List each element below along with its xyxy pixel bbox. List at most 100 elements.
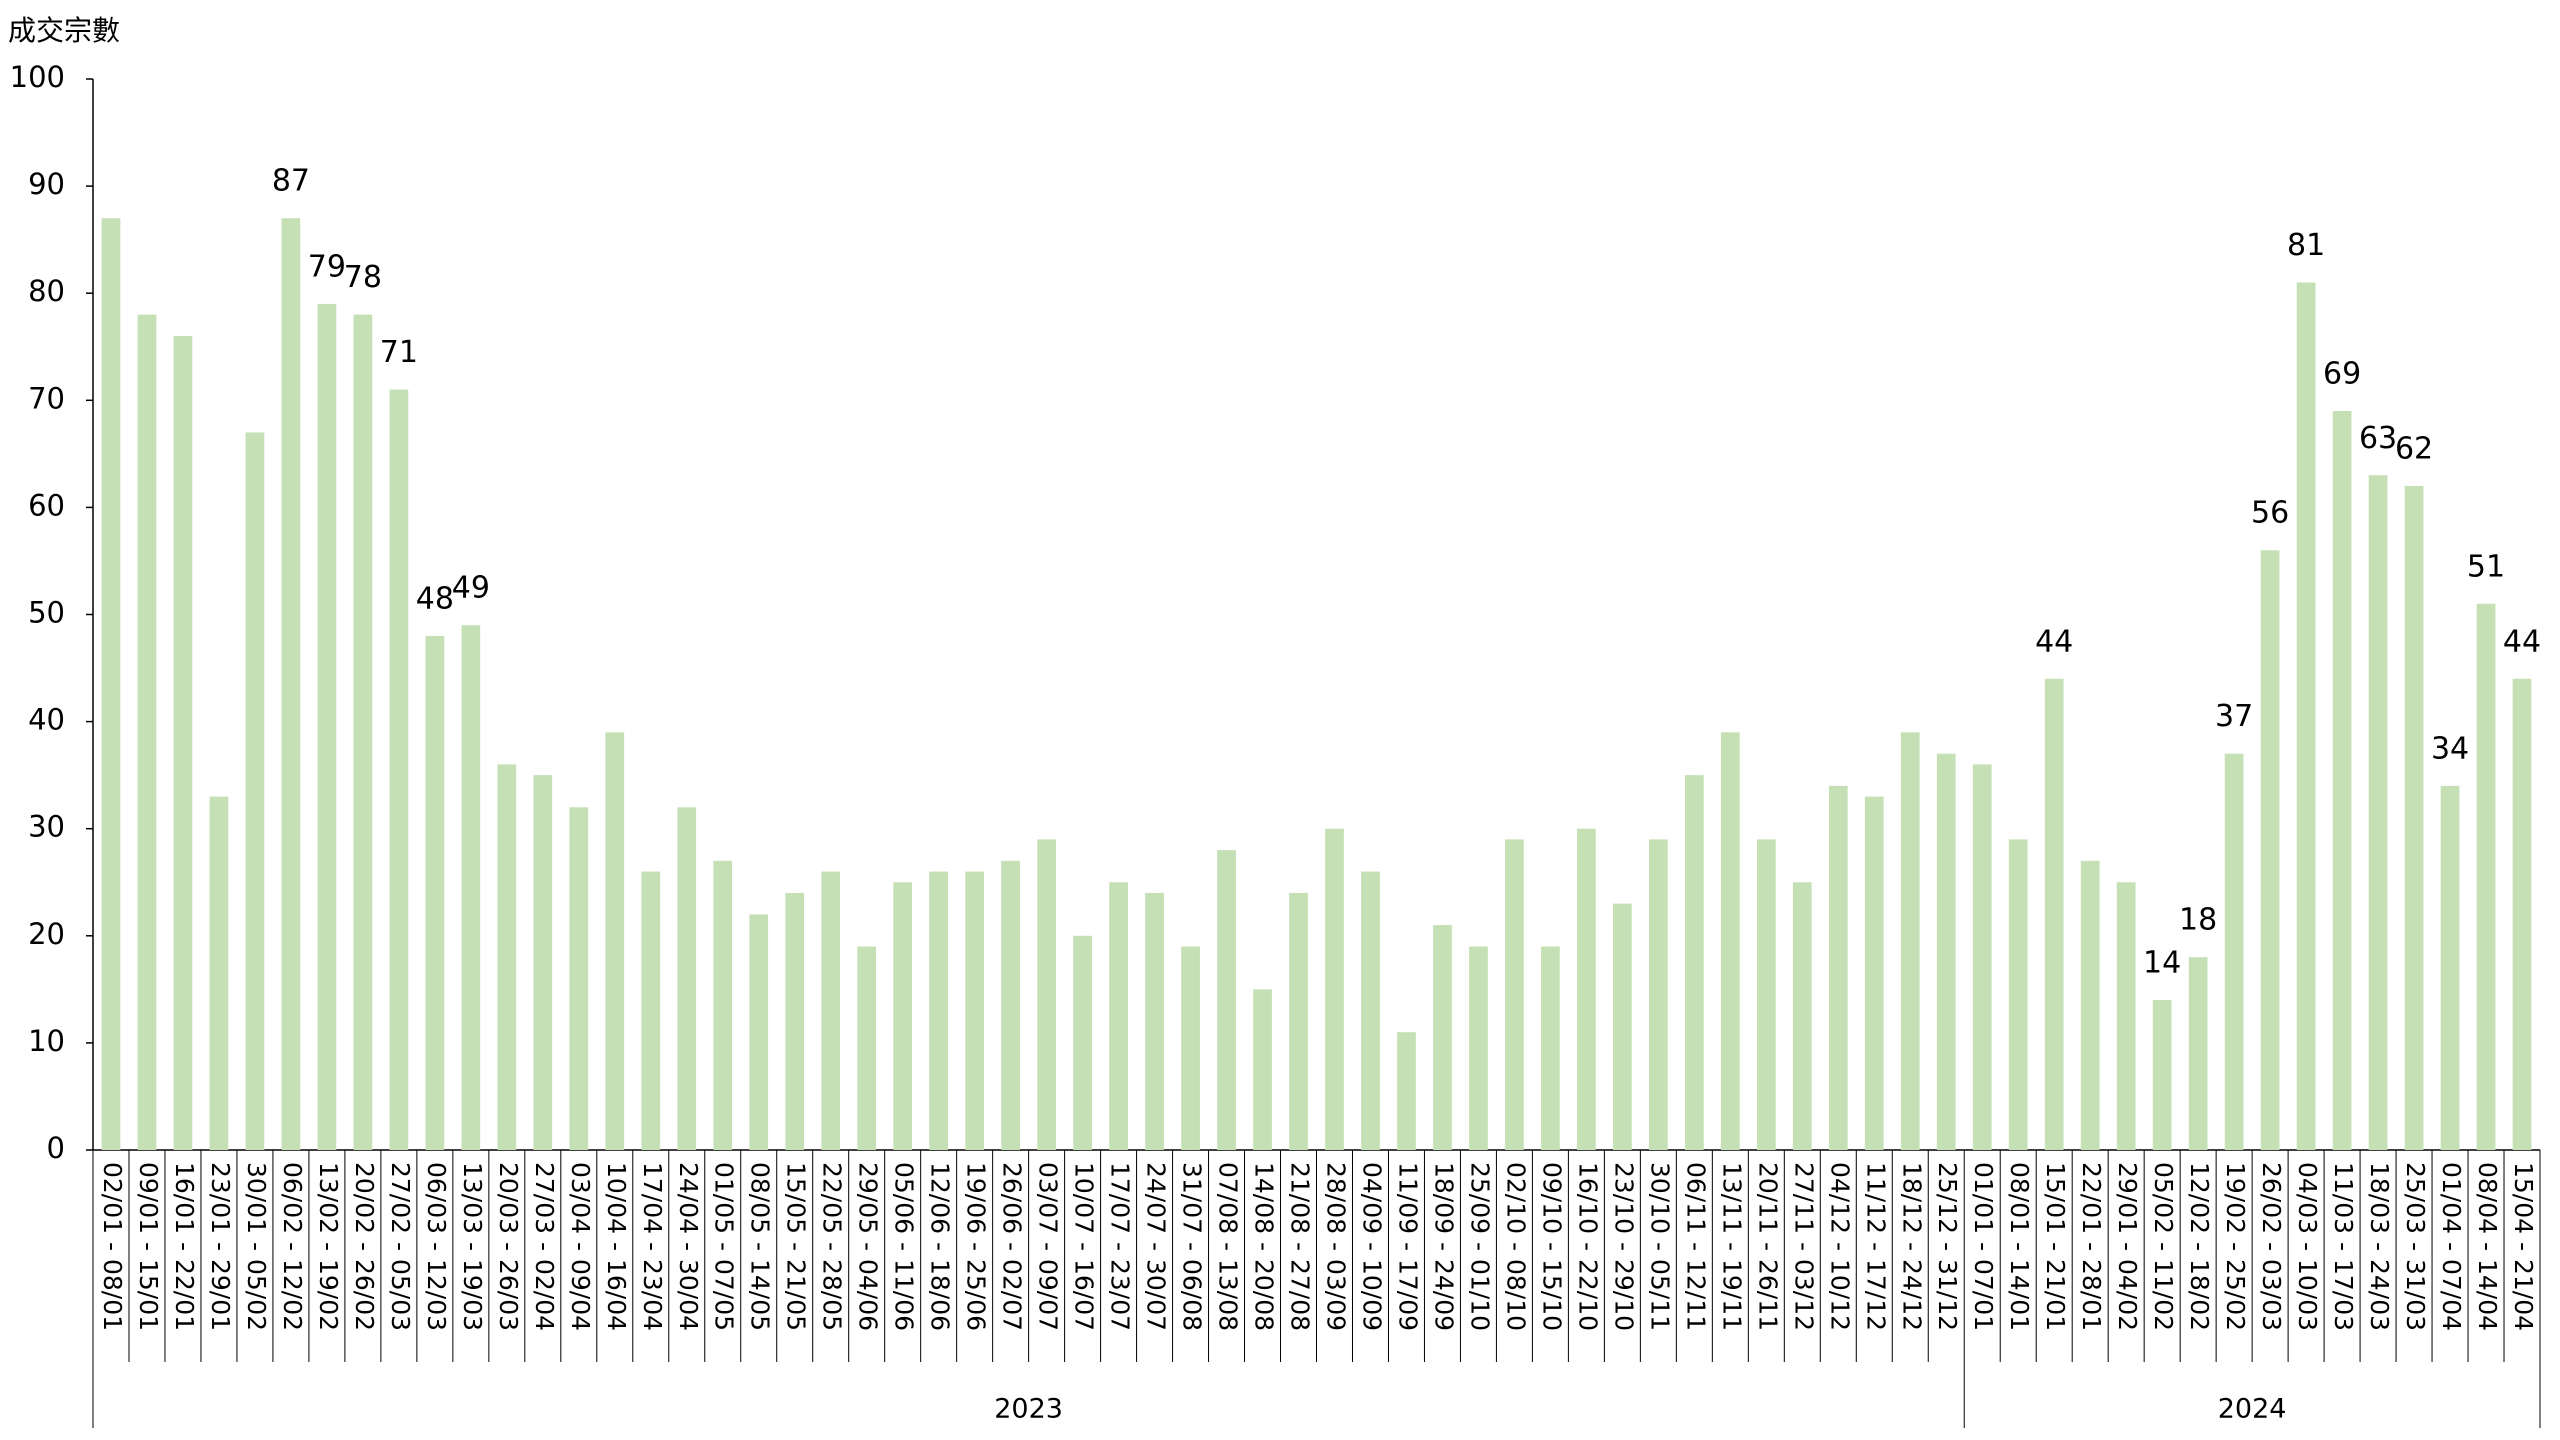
x-tick-label: 05/06 - 11/06 [890,1162,919,1331]
bar [1361,871,1380,1150]
y-tick-label: 50 [28,596,65,630]
bar [2188,957,2208,1150]
x-tick-label: 15/05 - 21/05 [782,1162,811,1331]
value-label: 63 [2359,421,2397,456]
x-tick-label: 20/02 - 26/02 [350,1162,379,1331]
x-tick-label: 02/01 - 08/01 [98,1162,127,1331]
x-tick-label: 12/02 - 18/02 [2185,1162,2214,1331]
value-label: 37 [2215,699,2253,734]
y-tick-label: 100 [10,60,65,94]
x-tick-label: 09/01 - 15/01 [134,1162,163,1331]
x-tick-label: 06/03 - 12/03 [422,1162,451,1331]
bar [569,807,589,1150]
x-tick-label: 23/10 - 29/10 [1609,1162,1638,1331]
bar [821,871,841,1150]
value-label: 49 [452,571,490,606]
bar [677,807,697,1150]
x-tick-label: 22/05 - 28/05 [818,1162,847,1331]
bar [2512,678,2532,1150]
value-label: 56 [2251,496,2289,531]
bar [2260,550,2280,1150]
x-tick-label: 30/01 - 05/02 [242,1162,271,1331]
x-tick-label: 24/04 - 30/04 [674,1162,703,1331]
value-label: 81 [2287,228,2325,263]
value-label: 51 [2467,549,2505,584]
bar [1433,925,1452,1150]
bar [173,336,193,1150]
x-tick-label: 28/08 - 03/09 [1321,1162,1350,1331]
x-tick-label: 19/06 - 25/06 [962,1162,991,1331]
x-tick-label: 16/01 - 22/01 [170,1162,199,1331]
bar [1145,892,1164,1150]
x-tick-label: 27/02 - 05/03 [386,1162,415,1331]
y-tick-label: 20 [28,917,65,951]
x-tick-label: 11/03 - 17/03 [2329,1162,2358,1331]
y-tick-label: 60 [28,488,65,522]
x-tick-label: 10/07 - 16/07 [1070,1162,1099,1331]
x-tick-label: 17/04 - 23/04 [638,1162,667,1331]
y-tick-label: 80 [28,274,65,308]
bar [137,314,157,1150]
x-tick-label: 10/04 - 16/04 [602,1162,631,1331]
x-tick-label: 11/12 - 17/12 [1861,1162,1890,1331]
bar [2152,1000,2172,1150]
x-tick-label: 04/12 - 10/12 [1825,1162,1854,1331]
x-tick-label: 03/04 - 09/04 [566,1162,595,1331]
bar [425,635,445,1150]
x-tick-label: 03/07 - 09/07 [1034,1162,1063,1331]
bar [785,892,805,1150]
x-tick-label: 08/04 - 14/04 [2473,1162,2502,1331]
bar [1253,989,1272,1150]
value-label: 62 [2395,431,2433,466]
bar [1073,935,1092,1150]
bar [749,914,769,1150]
value-label: 18 [2179,903,2217,938]
bar [1972,764,1992,1150]
x-tick-label: 13/03 - 19/03 [458,1162,487,1331]
bar [497,764,517,1150]
x-tick-label: 02/10 - 08/10 [1501,1162,1530,1331]
bar [965,871,984,1150]
x-tick-label: 20/11 - 26/11 [1753,1162,1782,1331]
x-tick-label: 19/02 - 25/02 [2221,1162,2250,1331]
value-label: 48 [416,581,454,616]
x-tick-label: 29/05 - 04/06 [854,1162,883,1331]
x-tick-label: 30/10 - 05/11 [1645,1162,1674,1331]
bar [2296,282,2316,1150]
bar [1289,892,1308,1150]
x-tick-label: 26/06 - 02/07 [998,1162,1027,1331]
x-tick-label: 08/01 - 14/01 [2005,1162,2034,1331]
y-tick-label: 40 [28,703,65,737]
bar [1181,946,1200,1150]
bar [101,218,121,1151]
bar [353,314,373,1150]
bar [1325,828,1344,1150]
bar [209,796,229,1150]
bar [1577,828,1596,1150]
x-tick-label: 15/01 - 21/01 [2041,1162,2070,1331]
bar [461,625,481,1150]
bar [2008,839,2028,1150]
x-tick-label: 13/11 - 19/11 [1717,1162,1746,1331]
value-label: 14 [2143,946,2181,981]
y-tick-label: 10 [28,1024,65,1058]
x-tick-label: 29/01 - 04/02 [2113,1162,2142,1331]
bar [1720,732,1740,1150]
bar [1037,839,1056,1150]
x-tick-label: 01/01 - 07/01 [1969,1162,1998,1331]
bar [929,871,949,1150]
x-tick-label: 04/09 - 10/09 [1357,1162,1386,1331]
x-tick-label: 15/04 - 21/04 [2509,1162,2538,1331]
bar [1684,775,1704,1150]
bar [2116,882,2136,1150]
bar [2080,860,2100,1150]
bar [2332,411,2352,1150]
bar [1109,882,1128,1150]
bar [1613,903,1632,1150]
x-tick-label: 01/04 - 07/04 [2437,1162,2466,1331]
x-tick-label: 13/02 - 19/02 [314,1162,343,1331]
value-label: 71 [380,335,418,370]
bar [1469,946,1488,1150]
y-tick-label: 70 [28,381,65,415]
